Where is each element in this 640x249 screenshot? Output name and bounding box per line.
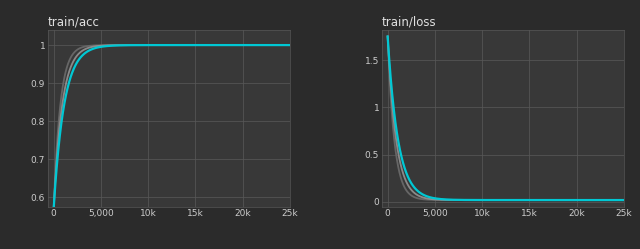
Text: train/loss: train/loss xyxy=(382,16,436,29)
Text: train/acc: train/acc xyxy=(48,16,100,29)
